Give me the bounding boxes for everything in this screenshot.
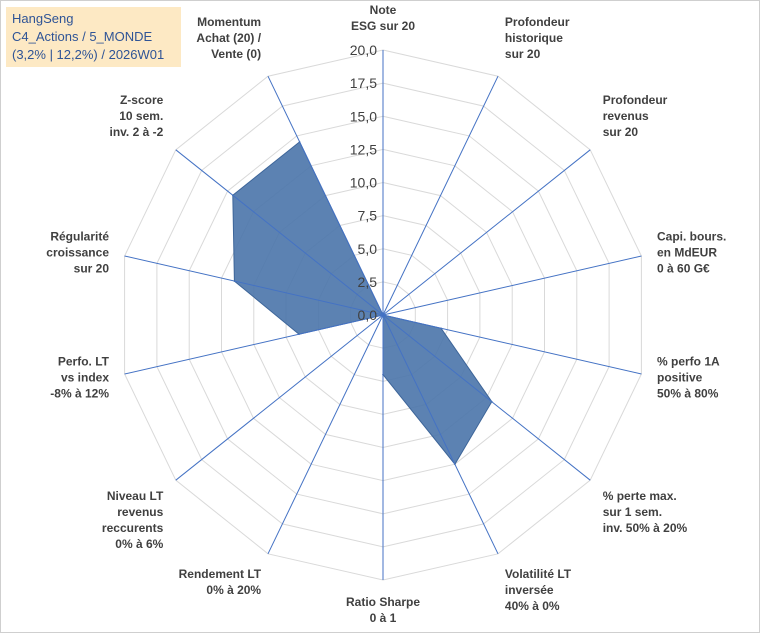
category-label-line: Capi. bours. bbox=[657, 230, 726, 244]
category-label: Capi. bours. en MdEUR 0 à 60 G€ bbox=[657, 230, 726, 276]
axis-spoke bbox=[124, 255, 384, 316]
category-label-line: inv. 2 à -2 bbox=[109, 125, 163, 139]
category-label-line: inversée bbox=[505, 583, 554, 597]
axis-spoke bbox=[175, 314, 384, 481]
category-label-line: historique bbox=[505, 31, 563, 45]
category-label-line: inv. 50% à 20% bbox=[603, 521, 688, 535]
category-label-line: sur 1 sem. bbox=[603, 505, 662, 519]
axis-spoke bbox=[267, 314, 384, 555]
category-label: Régularité croissance sur 20 bbox=[46, 230, 109, 276]
tick-label: 20,0 bbox=[350, 42, 377, 58]
tick-label: 15,0 bbox=[350, 108, 377, 124]
category-label: Niveau LT revenus reccurents 0% à 6% bbox=[102, 489, 164, 551]
category-label: % perfo 1A positive 50% à 80% bbox=[657, 355, 720, 401]
tick-label: 0,0 bbox=[358, 307, 378, 323]
category-label-line: 0% à 6% bbox=[115, 537, 163, 551]
info-period: (3,2% | 12,2%) / 2026W01 bbox=[12, 47, 165, 62]
tick-label: 17,5 bbox=[350, 75, 377, 91]
category-label: Profondeur historique sur 20 bbox=[505, 15, 570, 61]
category-label-line: Momentum bbox=[197, 15, 261, 29]
category-label-line: 10 sem. bbox=[119, 109, 163, 123]
category-label-line: Vente (0) bbox=[211, 47, 261, 61]
category-label-line: revenus bbox=[117, 505, 163, 519]
tick-label: 10,0 bbox=[350, 175, 377, 191]
axis-spoke bbox=[382, 314, 499, 555]
axis-spoke bbox=[382, 314, 642, 375]
category-label: Z-score 10 sem. inv. 2 à -2 bbox=[109, 93, 163, 139]
category-label-line: 0 à 60 G€ bbox=[657, 262, 710, 276]
category-label-line: Perfo. LT bbox=[58, 355, 110, 369]
tick-label: 7,5 bbox=[358, 208, 378, 224]
category-label-line: en MdEUR bbox=[657, 246, 717, 260]
category-label-line: Rendement LT bbox=[179, 567, 262, 581]
category-label-line: Ratio Sharpe bbox=[346, 595, 420, 609]
category-label-line: Achat (20) / bbox=[196, 31, 261, 45]
category-label-line: % perfo 1A bbox=[657, 355, 720, 369]
category-label-line: Note bbox=[370, 3, 397, 17]
category-label-line: Volatilité LT bbox=[505, 567, 572, 581]
info-box: HangSeng C4_Actions / 5_MONDE (3,2% | 12… bbox=[6, 7, 181, 67]
category-label-line: -8% à 12% bbox=[50, 387, 109, 401]
category-label-line: ESG sur 20 bbox=[351, 19, 415, 33]
category-label: Ratio Sharpe 0 à 1 bbox=[346, 595, 420, 625]
category-label-line: positive bbox=[657, 371, 703, 385]
axis-spoke bbox=[175, 149, 384, 316]
category-label: Profondeur revenus sur 20 bbox=[603, 93, 668, 139]
axis-spoke bbox=[382, 255, 642, 316]
category-label-line: Profondeur bbox=[603, 93, 668, 107]
axis-spoke bbox=[124, 314, 384, 375]
category-label-layer: Note ESG sur 20 Profondeur historique sur 20… bbox=[46, 3, 726, 625]
category-label-line: Niveau LT bbox=[107, 489, 164, 503]
tick-label: 12,5 bbox=[350, 141, 377, 157]
category-label-line: 0 à 1 bbox=[370, 611, 397, 625]
category-label: Momentum Achat (20) / Vente (0) bbox=[196, 15, 261, 61]
axis-spoke bbox=[267, 75, 384, 316]
category-label-line: vs index bbox=[61, 371, 109, 385]
category-label-line: % perte max. bbox=[603, 489, 677, 503]
category-label: Rendement LT 0% à 20% bbox=[179, 567, 262, 597]
category-label: Volatilité LT inversée 40% à 0% bbox=[505, 567, 572, 613]
category-label: Perfo. LT vs index -8% à 12% bbox=[50, 355, 109, 401]
category-label-line: Profondeur bbox=[505, 15, 570, 29]
category-label-line: sur 20 bbox=[603, 125, 639, 139]
category-label-line: sur 20 bbox=[74, 262, 110, 276]
tick-label: 5,0 bbox=[358, 241, 378, 257]
category-label-line: croissance bbox=[46, 246, 109, 260]
category-label-line: 0% à 20% bbox=[206, 583, 261, 597]
axis-layer bbox=[124, 50, 642, 580]
category-label-line: Régularité bbox=[50, 230, 109, 244]
axis-spoke bbox=[382, 75, 499, 316]
category-label-line: Z-score bbox=[120, 93, 164, 107]
category-label-line: reccurents bbox=[102, 521, 164, 535]
tick-label: 2,5 bbox=[358, 274, 378, 290]
category-label-line: sur 20 bbox=[505, 47, 541, 61]
info-portfolio: C4_Actions / 5_MONDE bbox=[12, 29, 153, 44]
tick-label-layer: 0,0 2,5 5,0 7,5 10,0 12,5 15,0 17,5 20,0 bbox=[350, 42, 377, 323]
category-label-line: 40% à 0% bbox=[505, 599, 560, 613]
info-title: HangSeng bbox=[12, 11, 74, 26]
category-label-line: revenus bbox=[603, 109, 649, 123]
category-label: Note ESG sur 20 bbox=[351, 3, 415, 33]
axis-spoke bbox=[382, 149, 591, 316]
category-label: % perte max. sur 1 sem. inv. 50% à 20% bbox=[603, 489, 688, 535]
category-label-line: 50% à 80% bbox=[657, 387, 719, 401]
axis-spoke bbox=[382, 314, 591, 481]
